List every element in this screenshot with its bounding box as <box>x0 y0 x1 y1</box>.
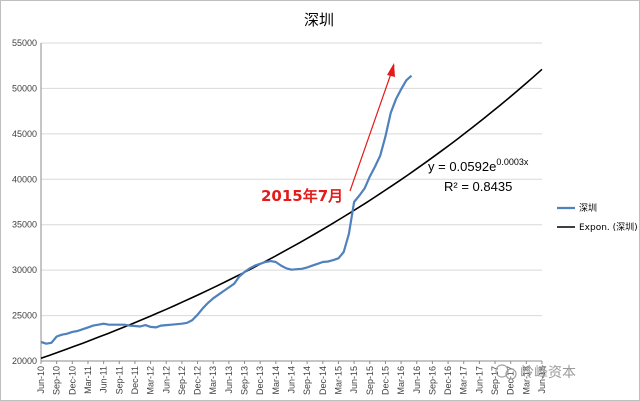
x-axis-ticks: Jun-10 Sep-10 Dec-10 Mar-11 Jun-11 Sep-11 Dec-… <box>36 361 547 395</box>
x-tick-label: Sep-13 <box>240 366 250 395</box>
exponential-trendline <box>40 68 543 360</box>
x-tick-label: Dec-14 <box>318 366 328 395</box>
x-tick-label: Sep-15 <box>365 366 375 395</box>
x-tick-label: Jun-15 <box>349 366 359 394</box>
y-tick-label: 55000 <box>12 38 37 48</box>
x-tick-label: Dec-13 <box>255 366 265 395</box>
series-line-shenzhen <box>40 74 413 345</box>
x-tick-label: Jun-11 <box>99 366 109 393</box>
chart-title: 深圳 <box>304 11 334 29</box>
legend-label-trend: Expon. (深圳) <box>579 222 638 233</box>
x-tick-label: Mar-11 <box>83 366 93 394</box>
x-tick-label: Mar-12 <box>146 366 156 395</box>
y-tick-label: 25000 <box>12 311 37 321</box>
x-tick-label: Sep-17 <box>490 366 500 395</box>
x-tick-label: Mar-16 <box>396 366 406 395</box>
red-arrow-head <box>387 63 395 77</box>
x-tick-label: Mar-15 <box>333 366 343 395</box>
annotation-2015-july: 2015年7月 <box>261 187 343 205</box>
x-tick-label: Jun-16 <box>412 366 422 394</box>
watermark: 岭峰资本 <box>495 364 576 381</box>
x-tick-label: Dec-10 <box>67 366 77 395</box>
y-tick-label: 40000 <box>12 174 37 184</box>
x-tick-label: Sep-11 <box>114 366 124 394</box>
x-tick-label: Sep-16 <box>427 366 437 395</box>
x-tick-label: Jun-14 <box>287 366 297 394</box>
red-arrow <box>349 64 395 192</box>
grid-lines <box>40 42 542 362</box>
x-tick-label: Mar-17 <box>459 366 469 395</box>
equation-base: y = 0.0592e <box>428 159 496 174</box>
x-tick-label: Mar-14 <box>271 366 281 395</box>
wechat-icon <box>495 364 509 378</box>
x-tick-label: Jun-13 <box>224 366 234 394</box>
x-tick-label: Dec-17 <box>506 366 516 395</box>
y-tick-label: 20000 <box>12 356 37 366</box>
trendline-equation: y = 0.0592e0.0003x <box>428 157 529 174</box>
wechat-icon-bubble <box>505 368 517 380</box>
x-tick-label: Jun-18 <box>537 366 547 394</box>
y-tick-label: 35000 <box>12 220 37 230</box>
x-tick-label: Dec-11 <box>130 366 140 394</box>
y-tick-label: 30000 <box>12 265 37 275</box>
x-tick-label: Jun-17 <box>474 366 484 394</box>
r-squared-label: R² = 0.8435 <box>444 179 512 194</box>
watermark-text: 岭峰资本 <box>520 365 576 381</box>
equation-exponent: 0.0003x <box>496 157 529 167</box>
x-tick-label: Sep-10 <box>52 366 62 395</box>
legend-label-shenzhen: 深圳 <box>579 203 597 214</box>
x-tick-label: Jun-10 <box>36 366 46 394</box>
y-tick-label: 50000 <box>12 83 37 93</box>
x-tick-label: Dec-12 <box>193 366 203 395</box>
x-tick-label: Mar-18 <box>521 366 531 395</box>
x-tick-label: Sep-12 <box>177 366 187 395</box>
x-tick-label: Dec-16 <box>443 366 453 395</box>
y-axis-ticks: 20000 25000 30000 35000 40000 45000 50000 55000 <box>12 38 37 366</box>
y-tick-label: 45000 <box>12 129 37 139</box>
x-tick-label: Sep-14 <box>302 366 312 395</box>
x-tick-label: Jun-12 <box>161 366 171 394</box>
x-tick-label: Dec-15 <box>380 366 390 395</box>
legend: 深圳 Expon. (深圳) <box>557 203 638 233</box>
x-tick-label: Mar-13 <box>208 366 218 395</box>
